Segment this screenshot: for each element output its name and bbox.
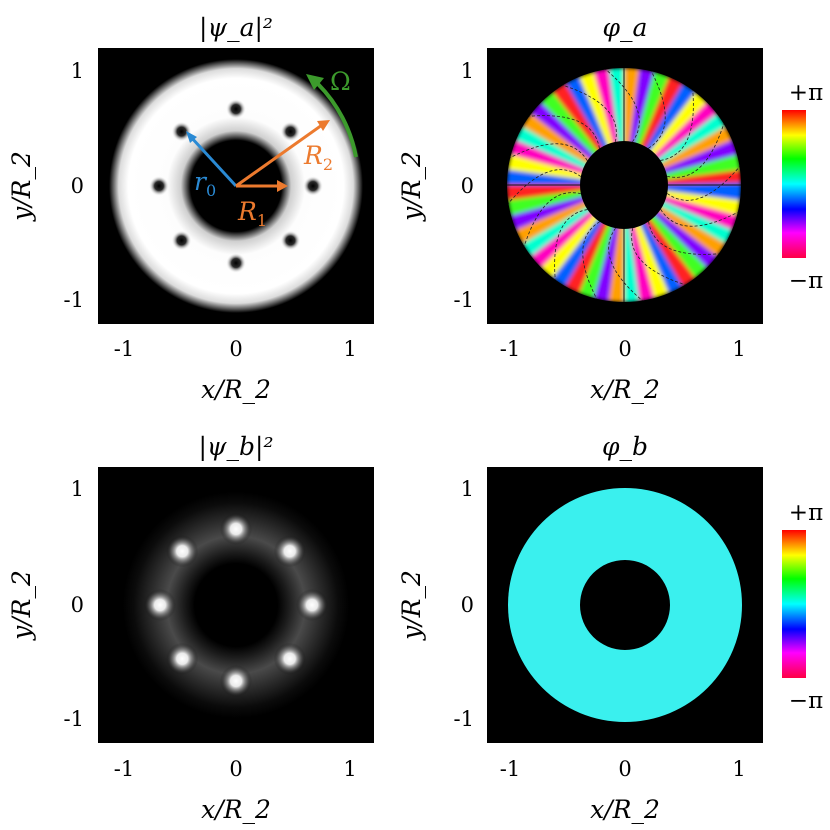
- label-omega: Ω: [330, 67, 351, 96]
- y-tick-label: 1: [71, 477, 84, 501]
- isophase-line: [660, 209, 738, 227]
- x-tick-label: 1: [732, 757, 745, 781]
- x-tick-label: -1: [500, 337, 520, 361]
- bright-spot: [144, 589, 176, 621]
- y-tick-label: -1: [454, 288, 474, 312]
- y-ticks: 1 0 -1: [64, 477, 84, 731]
- R1-arrowhead: [277, 180, 288, 192]
- R2-arrow: [235, 123, 323, 188]
- y-tick-label: 0: [461, 174, 474, 198]
- isophase-line: [582, 221, 600, 299]
- x-ticks: -1 0 1: [114, 337, 357, 361]
- x-tick-label: 0: [229, 757, 242, 781]
- bright-spot: [220, 665, 252, 697]
- x-tick-label: -1: [114, 757, 134, 781]
- colorbar-bottom-label: −π: [789, 268, 823, 294]
- x-tick-label: 0: [618, 757, 631, 781]
- isophase-line: [508, 169, 582, 204]
- isophase-line: [510, 143, 588, 161]
- panel-phi-a: φ_a -1 0 1 1 0 -1 x/R_2 y/R_2 +π −π: [397, 13, 823, 404]
- x-tick-label: 0: [618, 337, 631, 361]
- title-psi-a: |ψ_a|²: [199, 13, 273, 43]
- vortex-core: [226, 99, 246, 119]
- isophase-line: [631, 228, 686, 286]
- colorbar-bottom-label: −π: [789, 688, 823, 714]
- R2-arrowhead: [317, 120, 330, 131]
- y-axis-label: y/R_2: [397, 570, 426, 641]
- y-ticks: 1 0 -1: [454, 477, 474, 731]
- title-phi-a: φ_a: [603, 13, 648, 42]
- bright-spots: [144, 513, 328, 697]
- y-tick-label: 0: [71, 174, 84, 198]
- isophase-line: [529, 115, 600, 149]
- y-axis-label: y/R_2: [7, 151, 36, 222]
- x-tick-label: 1: [732, 337, 745, 361]
- panel-phi-b: φ_b -1 0 1 1 0 -1 x/R_2 y/R_2 +π −π: [397, 432, 823, 824]
- y-tick-label: 0: [461, 593, 474, 617]
- y-axis-label: y/R_2: [397, 151, 426, 222]
- panel-psi-b: |ψ_b|² -1 0 1 1 0 -1 x/R_2 y/R_2: [7, 432, 374, 824]
- title-psi-b: |ψ_b|²: [199, 432, 274, 462]
- isophase-line: [648, 71, 666, 149]
- y-ticks: 1 0 -1: [454, 59, 474, 312]
- y-tick-label: 1: [71, 59, 84, 83]
- vortex-cores: [149, 99, 323, 273]
- r0-arrow: [188, 134, 238, 188]
- density-annulus: [98, 467, 374, 743]
- y-tick-label: 1: [461, 59, 474, 83]
- y-tick-label: 1: [461, 477, 474, 501]
- bright-spot: [296, 589, 328, 621]
- y-tick-label: -1: [64, 707, 84, 731]
- vortex-core: [280, 230, 301, 251]
- vortex-core: [171, 230, 192, 251]
- vortex-core: [149, 176, 169, 196]
- isophase-line: [605, 69, 640, 143]
- x-ticks: -1 0 1: [500, 757, 746, 781]
- x-axis-label: x/R_2: [590, 795, 660, 824]
- vortex-core: [303, 176, 323, 196]
- y-ticks: 1 0 -1: [64, 59, 84, 312]
- vortex-core: [280, 121, 301, 142]
- isophase-line: [648, 221, 719, 255]
- bright-spot: [273, 642, 306, 675]
- x-tick-label: -1: [114, 337, 134, 361]
- x-ticks: -1 0 1: [114, 757, 357, 781]
- y-axis-label: y/R_2: [7, 570, 36, 641]
- x-tick-label: 1: [343, 757, 356, 781]
- phase-annulus: [508, 488, 742, 722]
- isophase-line: [608, 227, 643, 301]
- x-axis-label: x/R_2: [201, 375, 271, 404]
- colorbar: [782, 110, 806, 258]
- r0-arrowhead: [186, 131, 197, 143]
- title-phi-b: φ_b: [602, 432, 648, 461]
- bright-spot: [220, 513, 252, 545]
- vortex-core: [226, 253, 246, 273]
- panel-psi-a: r0 R1 R2 Ω |ψ_a|² -1 0 1 1 0 -1 x/R_2 y/…: [7, 13, 374, 404]
- bright-spot: [166, 642, 199, 675]
- omega-arrowhead: [306, 74, 324, 90]
- x-axis-label: x/R_2: [590, 375, 660, 404]
- colorbar-top-label: +π: [789, 500, 823, 526]
- colorbar: [782, 530, 806, 678]
- y-tick-label: -1: [454, 707, 474, 731]
- colorbar-top-label: +π: [789, 80, 823, 106]
- x-ticks: -1 0 1: [500, 337, 746, 361]
- isophase-line: [554, 209, 588, 280]
- x-axis-label: x/R_2: [201, 795, 271, 824]
- vortex-core: [171, 121, 192, 142]
- omega-arc: [316, 82, 358, 158]
- bright-spot: [166, 535, 199, 568]
- bright-spot: [273, 535, 306, 568]
- isophase-line: [667, 123, 725, 178]
- x-tick-label: 1: [343, 337, 356, 361]
- isophase-line: [660, 90, 694, 161]
- y-tick-label: 0: [71, 593, 84, 617]
- isophase-line: [523, 192, 581, 247]
- y-tick-label: -1: [64, 288, 84, 312]
- x-tick-label: 0: [229, 337, 242, 361]
- x-tick-label: -1: [500, 757, 520, 781]
- isophase-line: [666, 166, 740, 201]
- isophase-line: [562, 84, 617, 142]
